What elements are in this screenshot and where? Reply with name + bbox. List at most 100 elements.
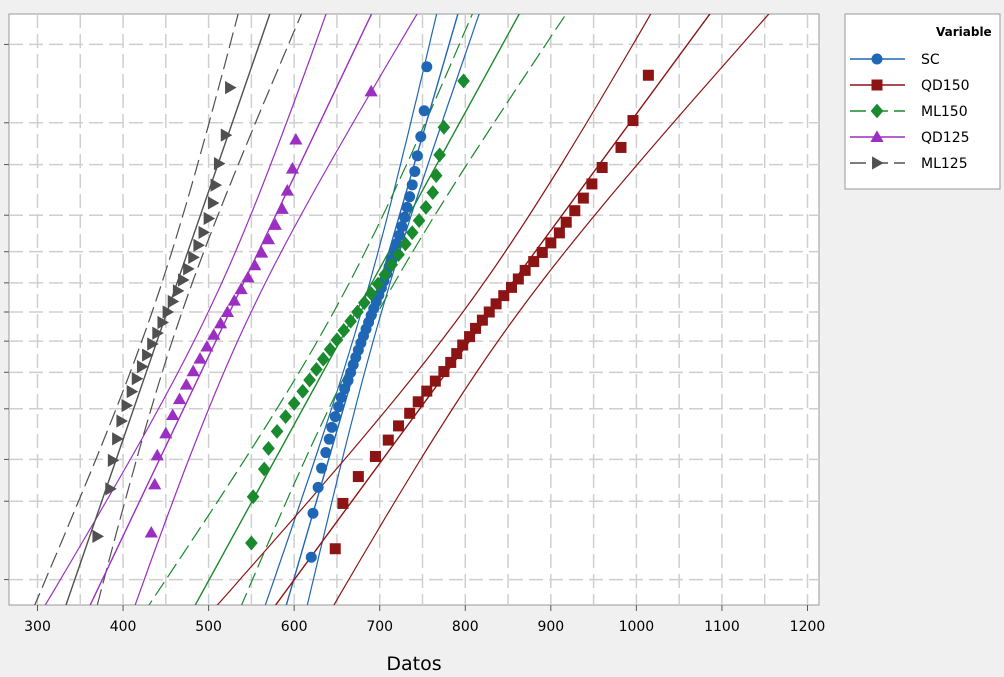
data-point-ml150 [357, 295, 371, 311]
confidence-band-qd125 [134, 14, 418, 605]
data-point-qd125 [285, 162, 300, 174]
data-point-qd125 [193, 352, 207, 364]
confidence-band-sc [306, 14, 480, 605]
data-point-qd150 [404, 407, 416, 419]
data-point-ml150 [262, 440, 275, 456]
data-point-ml125 [213, 157, 226, 171]
data-point-qd125 [186, 364, 200, 377]
data-point-ml125 [126, 384, 139, 399]
data-point-sc [393, 229, 405, 241]
data-point-ml125 [210, 178, 223, 192]
x-tick-label: 700 [366, 619, 393, 635]
data-point-ml125 [162, 305, 175, 319]
data-point-ml125 [183, 262, 195, 276]
data-point-sc [333, 401, 345, 413]
data-point-qd150 [457, 339, 469, 351]
data-point-ml125 [112, 432, 124, 446]
data-point-qd150 [445, 356, 457, 368]
data-point-sc [409, 165, 421, 177]
data-point-qd125 [150, 448, 164, 461]
x-tick-label: 500 [195, 619, 222, 635]
data-point-ml125 [225, 81, 237, 95]
data-point-sc [329, 411, 341, 423]
data-point-qd150 [560, 216, 572, 228]
data-point-ml150 [344, 313, 357, 329]
data-point-ml125 [136, 359, 149, 374]
data-point-sc [396, 221, 408, 233]
data-point-qd150 [429, 375, 441, 387]
x-axis-label: Datos [386, 653, 441, 675]
data-point-sc [404, 191, 416, 203]
data-point-qd150 [498, 290, 510, 302]
data-point-ml150 [257, 461, 271, 477]
data-point-qd150 [369, 450, 381, 462]
data-point-ml150 [310, 361, 323, 377]
legend-box [844, 13, 1001, 190]
x-tick-label: 300 [24, 619, 51, 635]
data-point-qd125 [248, 258, 262, 271]
data-point-ml125 [142, 348, 154, 362]
data-point-qd150 [642, 69, 654, 81]
data-point-qd125 [213, 316, 228, 329]
data-point-ml150 [405, 225, 419, 241]
data-point-ml150 [378, 267, 392, 283]
data-point-qd150 [476, 314, 488, 326]
data-point-qd150 [329, 543, 341, 555]
data-point-sc [411, 150, 423, 162]
data-point-qd150 [577, 192, 589, 204]
data-point-ml150 [429, 168, 443, 184]
data-point-ml150 [296, 383, 310, 399]
data-point-qd150 [464, 331, 476, 343]
data-point-ml150 [351, 304, 364, 320]
data-point-sc [418, 105, 430, 117]
data-point-qd150 [421, 385, 433, 397]
data-point-ml150 [419, 199, 433, 215]
data-point-qd150 [337, 497, 349, 509]
data-point-qd150 [596, 162, 608, 174]
data-point-ml150 [245, 535, 258, 551]
data-point-ml150 [437, 119, 451, 135]
data-point-qd125 [241, 270, 255, 283]
data-point-ml150 [385, 257, 399, 273]
legend-label-ml125: ML125 [921, 156, 968, 172]
data-point-sc [399, 211, 411, 223]
data-point-ml125 [203, 211, 216, 226]
data-point-sc [391, 238, 403, 250]
data-point-ml125 [198, 225, 211, 240]
legend-label-qd125: QD125 [921, 130, 970, 146]
x-tick-label: 900 [537, 619, 564, 635]
confidence-band-ml150 [240, 14, 567, 605]
data-point-ml150 [337, 323, 351, 338]
data-point-qd150 [586, 178, 598, 190]
data-point-ml150 [399, 236, 412, 252]
data-point-ml125 [131, 372, 144, 386]
data-point-qd150 [545, 237, 557, 249]
data-point-sc [401, 201, 413, 213]
data-point-qd150 [519, 264, 531, 276]
data-point-ml150 [323, 341, 337, 357]
data-point-qd150 [615, 141, 627, 153]
confidence-band-qd150 [333, 14, 770, 605]
data-point-ml150 [371, 276, 385, 292]
x-tick-label: 800 [452, 619, 479, 635]
data-markers [92, 61, 654, 563]
data-point-ml150 [412, 213, 426, 229]
data-point-qd125 [144, 526, 158, 538]
data-point-sc [326, 421, 338, 433]
data-point-qd150 [490, 298, 502, 310]
data-point-qd150 [627, 115, 639, 127]
data-point-qd150 [569, 205, 581, 217]
data-point-sc [339, 383, 351, 395]
data-point-qd150 [352, 471, 364, 483]
data-point-ml150 [316, 351, 330, 367]
data-point-ml125 [152, 326, 164, 340]
data-point-ml150 [246, 489, 260, 505]
legend-label-ml150: ML150 [921, 104, 968, 120]
data-point-qd150 [528, 256, 540, 268]
confidence-band-ml125 [96, 14, 303, 605]
x-tick-label: 1000 [619, 619, 655, 635]
data-point-qd150 [438, 366, 450, 378]
legend-marker-sc [871, 53, 883, 65]
data-point-sc [305, 551, 317, 563]
